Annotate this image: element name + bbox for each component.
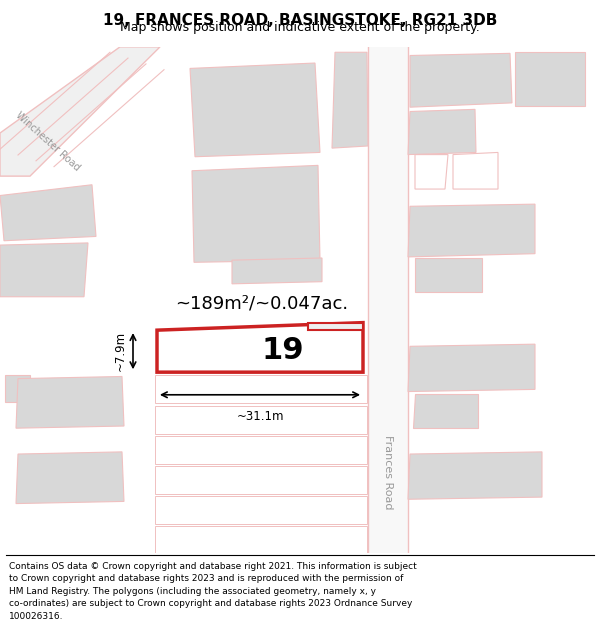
- Polygon shape: [415, 154, 448, 189]
- Polygon shape: [0, 47, 160, 176]
- Polygon shape: [453, 152, 498, 189]
- Polygon shape: [155, 436, 367, 464]
- Polygon shape: [192, 166, 320, 262]
- Polygon shape: [415, 258, 482, 292]
- Text: 19, FRANCES ROAD, BASINGSTOKE, RG21 3DB: 19, FRANCES ROAD, BASINGSTOKE, RG21 3DB: [103, 13, 497, 28]
- Text: ~7.9m: ~7.9m: [114, 331, 127, 371]
- Polygon shape: [408, 109, 476, 154]
- Polygon shape: [155, 406, 367, 434]
- Polygon shape: [408, 204, 535, 257]
- Text: 19: 19: [262, 336, 304, 365]
- Polygon shape: [16, 376, 124, 428]
- Text: ~189m²/~0.047ac.: ~189m²/~0.047ac.: [175, 294, 348, 312]
- Polygon shape: [155, 466, 367, 494]
- Polygon shape: [155, 526, 367, 554]
- Text: Contains OS data © Crown copyright and database right 2021. This information is : Contains OS data © Crown copyright and d…: [9, 562, 417, 571]
- Polygon shape: [413, 394, 478, 428]
- Polygon shape: [308, 322, 363, 330]
- Text: HM Land Registry. The polygons (including the associated geometry, namely x, y: HM Land Registry. The polygons (includin…: [9, 587, 376, 596]
- Polygon shape: [5, 376, 30, 402]
- Polygon shape: [155, 496, 367, 524]
- Text: 100026316.: 100026316.: [9, 612, 64, 621]
- Polygon shape: [157, 322, 363, 372]
- Text: ~31.1m: ~31.1m: [236, 410, 284, 423]
- Polygon shape: [16, 452, 124, 504]
- Polygon shape: [515, 52, 585, 106]
- Polygon shape: [0, 243, 88, 297]
- Text: Frances Road: Frances Road: [383, 434, 393, 509]
- Text: co-ordinates) are subject to Crown copyright and database rights 2023 Ordnance S: co-ordinates) are subject to Crown copyr…: [9, 599, 412, 609]
- Polygon shape: [410, 53, 512, 108]
- Polygon shape: [332, 52, 368, 148]
- Polygon shape: [155, 376, 367, 403]
- Text: Winchester Road: Winchester Road: [14, 110, 82, 173]
- Polygon shape: [408, 344, 535, 391]
- Polygon shape: [232, 258, 322, 284]
- Polygon shape: [190, 63, 320, 157]
- Bar: [368, 47, 408, 553]
- Polygon shape: [0, 185, 96, 241]
- Polygon shape: [408, 452, 542, 499]
- Text: to Crown copyright and database rights 2023 and is reproduced with the permissio: to Crown copyright and database rights 2…: [9, 574, 403, 583]
- Text: Map shows position and indicative extent of the property.: Map shows position and indicative extent…: [120, 21, 480, 34]
